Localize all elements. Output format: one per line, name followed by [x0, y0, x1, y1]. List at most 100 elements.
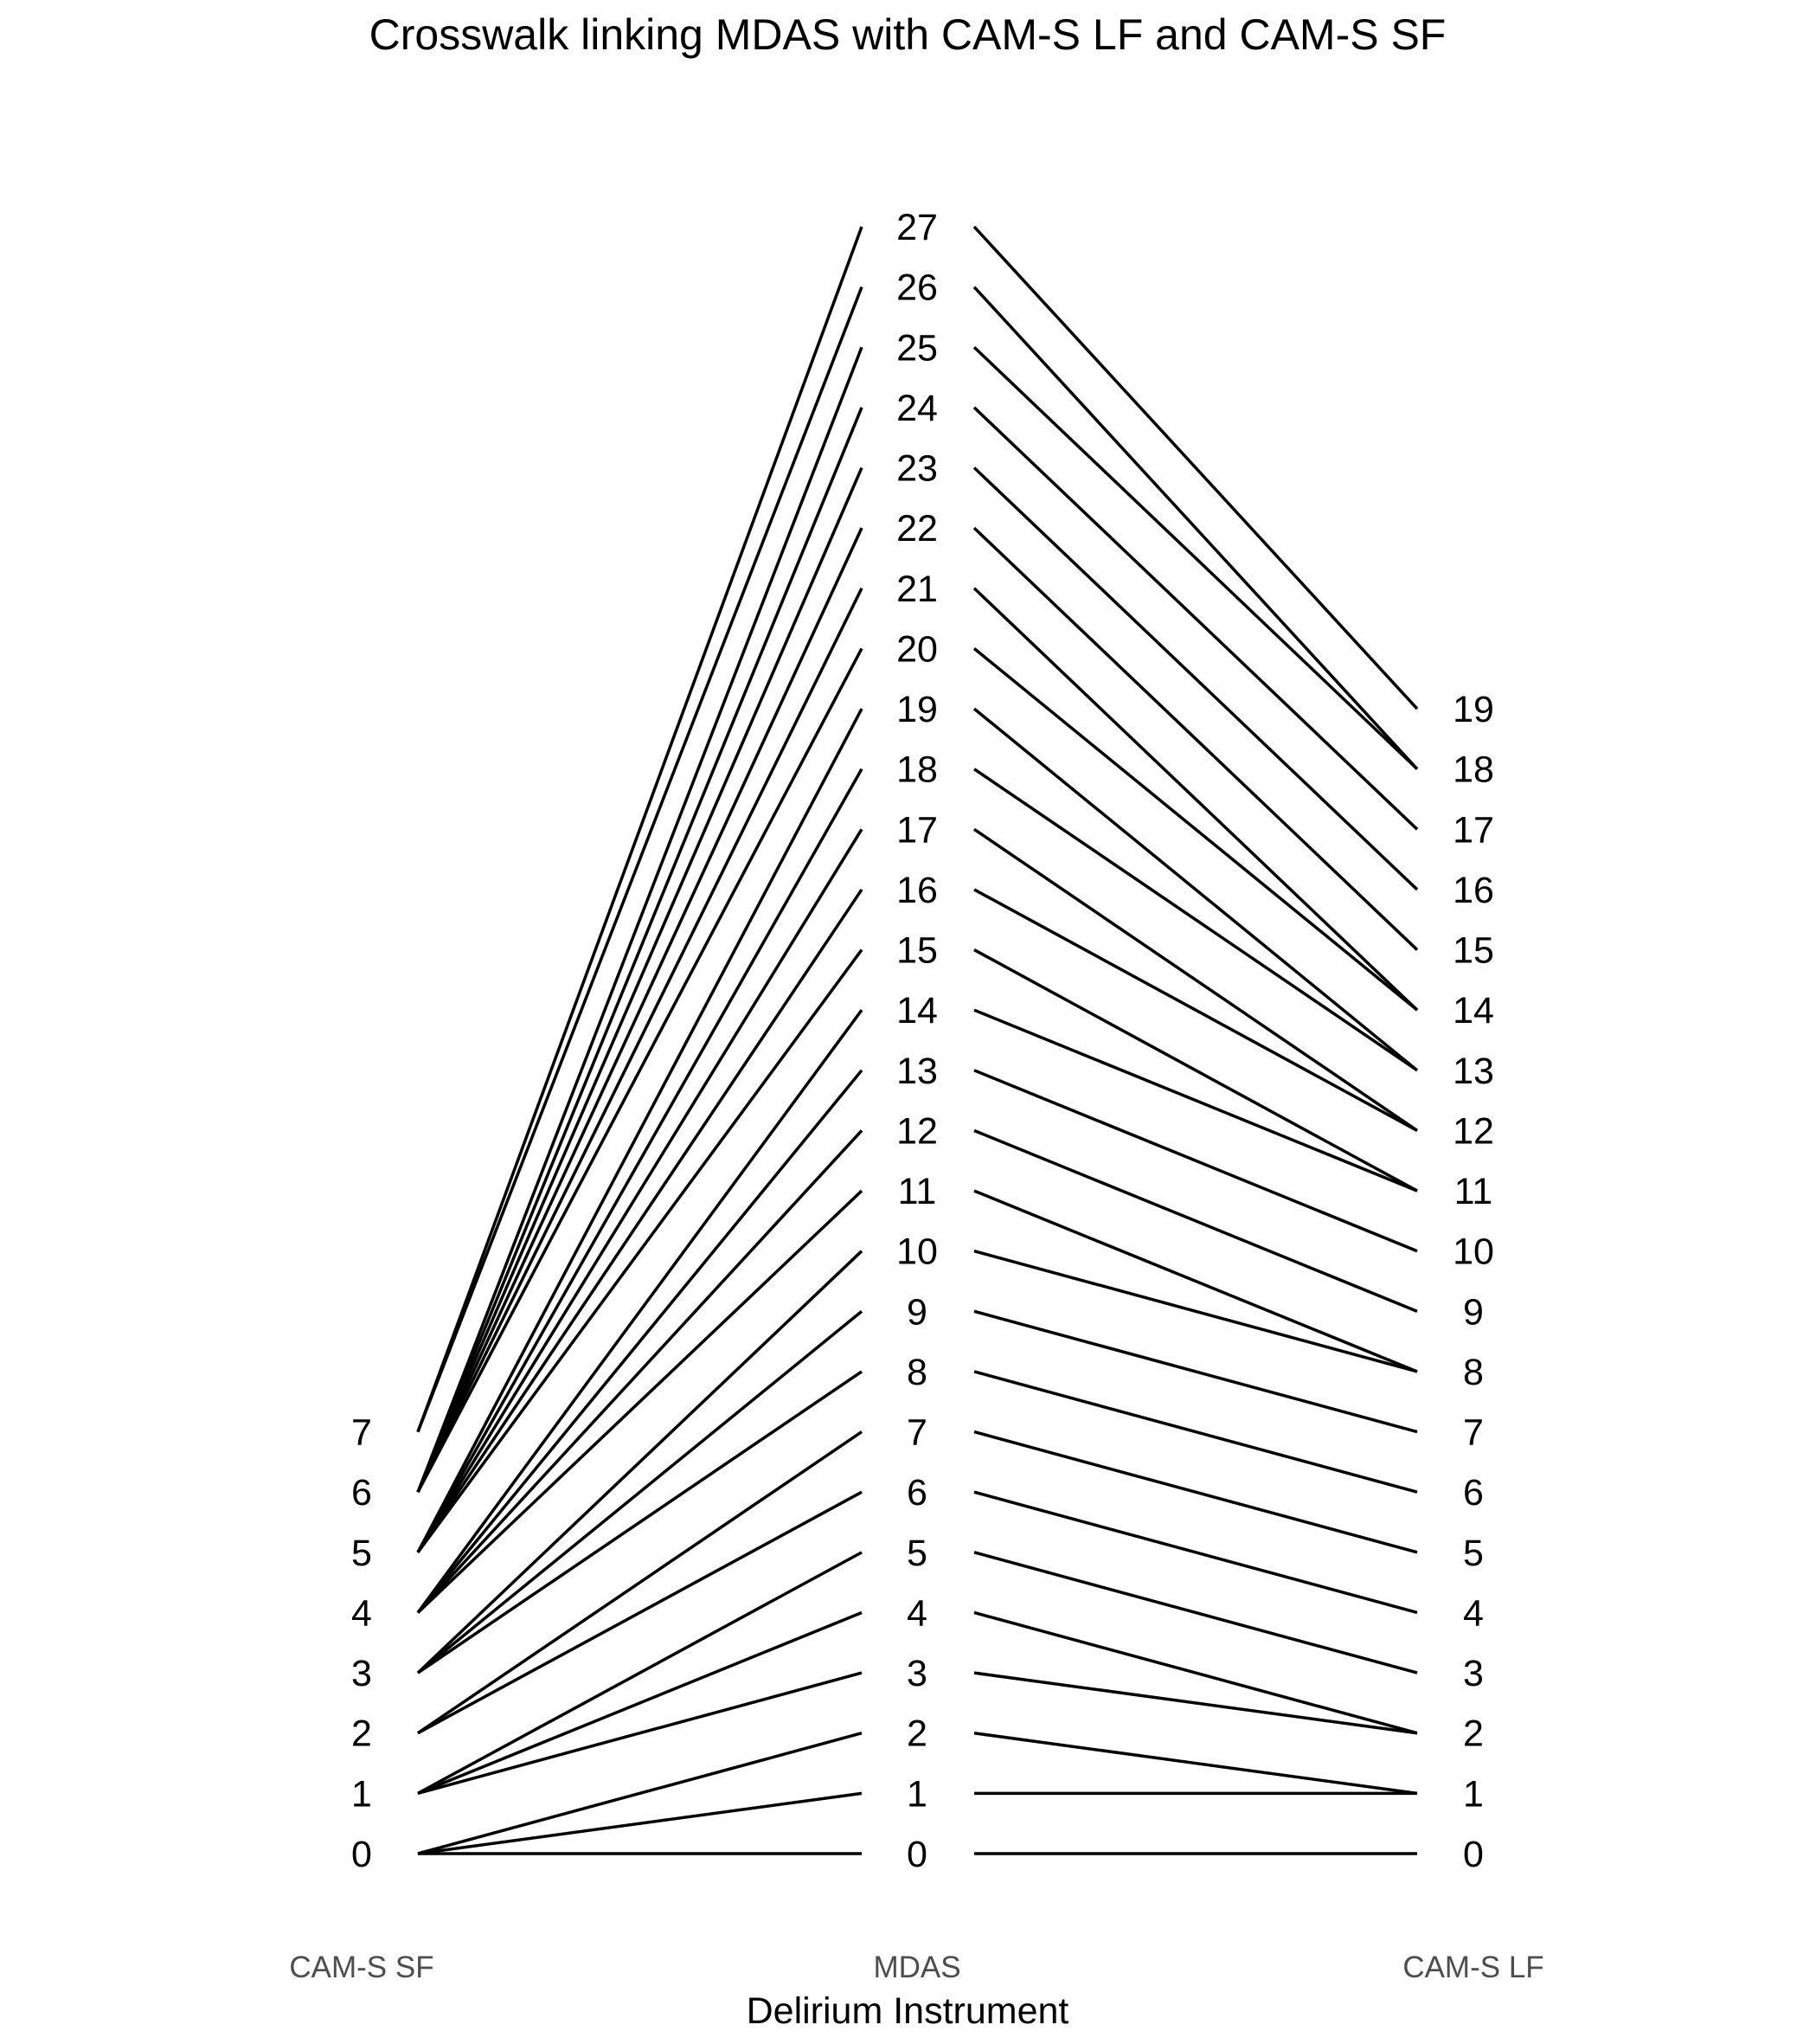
link-mdas-5-to-cams-sf-1: [417, 1551, 863, 1795]
link-mdas-9-to-cams-lf-7: [973, 1309, 1418, 1434]
mdas-score-label: 1: [907, 1773, 927, 1815]
link-mdas-25-to-cams-sf-6: [416, 346, 863, 1493]
cam-s-sf-score-label: 4: [351, 1592, 372, 1634]
cam-s-lf-score-label: 12: [1453, 1110, 1494, 1152]
link-mdas-12-to-cams-sf-4: [416, 1129, 863, 1614]
link-mdas-15-to-cams-lf-11: [973, 948, 1418, 1192]
link-mdas-21-to-cams-sf-6: [416, 588, 863, 1493]
mdas-score-label: 23: [896, 448, 938, 490]
link-mdas-24-to-cams-lf-17: [972, 406, 1419, 831]
mdas-score-label: 22: [896, 508, 938, 550]
link-mdas-17-to-cams-sf-5: [416, 828, 863, 1553]
cam-s-lf-score-label: 5: [1463, 1533, 1484, 1574]
link-mdas-26-to-cams-sf-7: [416, 286, 863, 1433]
cam-s-lf-score-label: 10: [1453, 1231, 1494, 1273]
cam-s-lf-score-label: 11: [1454, 1171, 1493, 1212]
link-mdas-16-to-cams-lf-12: [973, 888, 1418, 1132]
mdas-score-label: 4: [907, 1592, 927, 1634]
mdas-score-label: 10: [896, 1231, 938, 1273]
link-mdas-18-to-cams-lf-13: [973, 768, 1418, 1072]
mdas-score-label: 3: [907, 1653, 927, 1694]
cam-s-lf-score-label: 9: [1463, 1291, 1484, 1333]
x-tick-label-cam-s-sf: CAM-S SF: [289, 1951, 433, 1984]
cam-s-sf-score-label: 7: [351, 1412, 372, 1454]
cam-s-lf-score-label: 0: [1463, 1834, 1484, 1875]
link-mdas-4-to-cams-sf-1: [417, 1610, 863, 1795]
link-mdas-17-to-cams-lf-12: [973, 827, 1418, 1132]
cam-s-lf-score-label: 13: [1453, 1051, 1494, 1092]
mdas-score-label: 21: [896, 569, 938, 610]
cam-s-lf-score-label: 1: [1463, 1773, 1484, 1815]
link-mdas-26-to-cams-lf-18: [972, 286, 1419, 770]
mdas-score-label: 6: [907, 1472, 927, 1514]
x-tick-label-cam-s-lf: CAM-S LF: [1402, 1951, 1543, 1984]
cam-s-sf-score-label: 1: [351, 1773, 372, 1815]
link-mdas-8-to-cams-sf-3: [417, 1370, 863, 1674]
link-mdas-8-to-cams-lf-6: [973, 1370, 1418, 1494]
link-mdas-23-to-cams-sf-6: [416, 466, 863, 1493]
link-mdas-19-to-cams-lf-13: [972, 707, 1419, 1072]
mdas-score-label: 14: [896, 990, 938, 1032]
cam-s-lf-score-label: 14: [1453, 990, 1494, 1032]
link-mdas-18-to-cams-sf-5: [416, 768, 863, 1553]
mdas-score-label: 11: [898, 1171, 937, 1212]
cam-s-lf-score-label: 8: [1463, 1352, 1484, 1393]
link-mdas-9-to-cams-sf-3: [416, 1309, 863, 1674]
cam-s-lf-score-label: 16: [1453, 870, 1494, 911]
link-mdas-6-to-cams-lf-4: [973, 1490, 1418, 1615]
mdas-score-label: 2: [907, 1713, 927, 1755]
mdas-score-label: 0: [907, 1834, 927, 1875]
link-mdas-10-to-cams-sf-3: [416, 1250, 863, 1674]
mdas-score-label: 19: [896, 689, 938, 730]
mdas-score-label: 7: [907, 1412, 927, 1454]
link-mdas-20-to-cams-sf-6: [416, 647, 863, 1494]
mdas-score-label: 17: [896, 809, 938, 851]
link-mdas-3-to-cams-sf-1: [417, 1671, 863, 1796]
link-mdas-27-to-cams-sf-7: [416, 226, 863, 1433]
x-axis: CAM-S SF MDAS CAM-S LF: [289, 1951, 1543, 1984]
link-mdas-12-to-cams-lf-9: [973, 1128, 1418, 1313]
link-mdas-13-to-cams-sf-4: [416, 1069, 863, 1614]
link-mdas-11-to-cams-lf-8: [973, 1189, 1418, 1373]
cam-s-sf-score-label: 3: [351, 1653, 372, 1694]
link-mdas-5-to-cams-lf-3: [973, 1551, 1418, 1674]
link-mdas-1-to-cams-sf-0: [417, 1791, 863, 1855]
link-mdas-11-to-cams-sf-4: [416, 1189, 863, 1614]
link-mdas-16-to-cams-sf-5: [416, 888, 863, 1553]
link-mdas-6-to-cams-sf-2: [417, 1490, 863, 1735]
cam-s-sf-score-label: 0: [351, 1834, 372, 1875]
cam-s-lf-score-label: 3: [1463, 1653, 1484, 1694]
link-mdas-24-to-cams-sf-6: [416, 407, 863, 1493]
score-labels: 0123456701234567891011121314151617181920…: [351, 207, 1494, 1875]
cam-s-sf-score-label: 5: [351, 1533, 372, 1574]
link-mdas-14-to-cams-lf-11: [973, 1008, 1418, 1192]
mdas-score-label: 9: [907, 1291, 927, 1333]
mdas-score-label: 16: [896, 870, 938, 911]
x-tick-label-mdas: MDAS: [873, 1951, 960, 1984]
link-mdas-7-to-cams-sf-2: [417, 1430, 863, 1735]
mdas-score-label: 12: [896, 1110, 938, 1152]
x-axis-title: Delirium Instrument: [747, 1990, 1069, 2032]
link-lines: [416, 225, 1419, 1855]
link-mdas-15-to-cams-sf-5: [416, 948, 863, 1553]
cam-s-lf-score-label: 17: [1453, 809, 1494, 851]
cam-s-lf-score-label: 6: [1463, 1472, 1484, 1514]
chart-title: Crosswalk linking MDAS with CAM-S LF and…: [369, 10, 1447, 59]
mdas-score-label: 8: [907, 1352, 927, 1393]
link-mdas-21-to-cams-lf-14: [972, 587, 1419, 1012]
cam-s-sf-score-label: 6: [351, 1472, 372, 1514]
link-mdas-19-to-cams-sf-5: [416, 708, 863, 1553]
link-mdas-7-to-cams-lf-5: [973, 1430, 1418, 1554]
cam-s-lf-score-label: 18: [1453, 749, 1494, 791]
mdas-score-label: 15: [896, 930, 938, 972]
cam-s-lf-score-label: 4: [1463, 1592, 1484, 1634]
mdas-score-label: 24: [896, 388, 938, 429]
link-mdas-10-to-cams-lf-8: [973, 1250, 1418, 1373]
mdas-score-label: 5: [907, 1533, 927, 1574]
link-mdas-20-to-cams-lf-14: [972, 647, 1419, 1012]
cam-s-lf-score-label: 7: [1463, 1412, 1484, 1454]
mdas-score-label: 18: [896, 749, 938, 791]
link-mdas-23-to-cams-lf-16: [972, 466, 1419, 891]
cam-s-lf-score-label: 2: [1463, 1713, 1484, 1755]
